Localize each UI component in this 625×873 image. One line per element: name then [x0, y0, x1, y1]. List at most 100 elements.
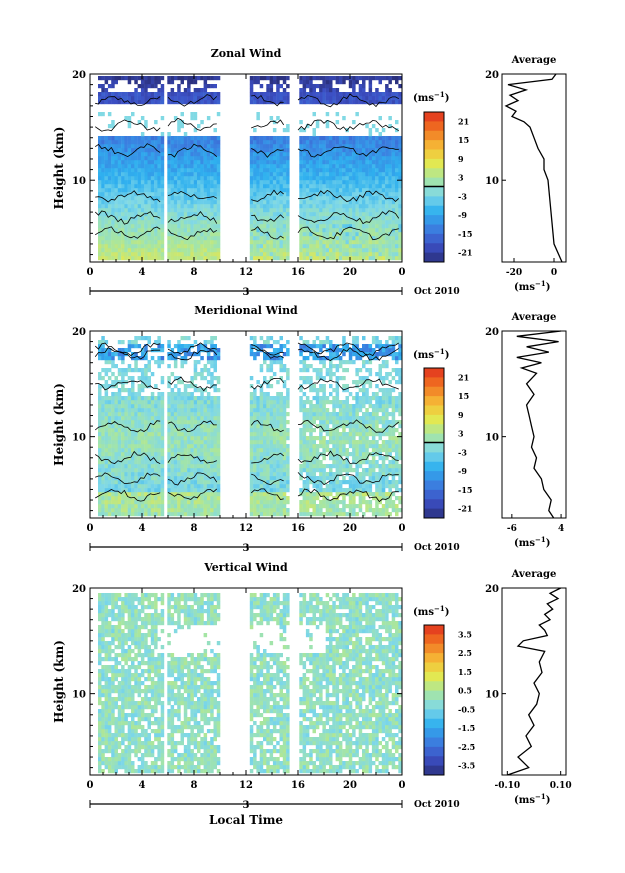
heatmap-cell	[371, 204, 376, 209]
heatmap-cell	[203, 152, 208, 157]
heatmap-cell	[111, 252, 115, 257]
heatmap-cell	[312, 92, 316, 97]
heatmap-cell	[154, 236, 158, 241]
heatmap-cell	[302, 172, 307, 177]
heatmap-cell	[216, 512, 221, 517]
heatmap-cell	[137, 428, 142, 433]
heatmap-cell	[368, 180, 373, 185]
heatmap-cell	[203, 496, 208, 501]
heatmap-cell	[170, 428, 175, 433]
heatmap-cell	[352, 248, 356, 253]
heatmap-cell	[170, 220, 175, 225]
heatmap-cell	[107, 448, 112, 453]
heatmap-cell	[249, 392, 254, 397]
heatmap-cell	[332, 256, 336, 261]
heatmap-cell	[319, 88, 323, 93]
heatmap-cell	[391, 252, 396, 257]
heatmap-cell	[167, 400, 171, 405]
heatmap-cell	[263, 484, 267, 489]
heatmap-cell	[160, 412, 165, 417]
heatmap-cell	[385, 144, 389, 149]
heatmap-cell	[140, 352, 145, 357]
heatmap-cell	[286, 412, 290, 417]
heatmap-cell	[137, 492, 142, 497]
heatmap-cell	[107, 396, 112, 401]
heatmap-cell	[167, 340, 171, 345]
heatmap-cell	[319, 176, 323, 181]
heatmap-cell	[338, 244, 343, 249]
heatmap-cell	[160, 428, 165, 433]
heatmap-cell	[398, 100, 402, 105]
heatmap-cell	[322, 180, 326, 185]
heatmap-cell	[365, 156, 369, 161]
heatmap-cell	[134, 404, 138, 409]
heatmap-cell	[104, 200, 109, 205]
heatmap-cell	[368, 216, 373, 221]
heatmap-cell	[335, 252, 340, 257]
heatmap-cell	[193, 352, 198, 357]
heatmap-cell	[342, 172, 346, 177]
heatmap-cell	[249, 160, 254, 165]
heatmap-cell	[150, 172, 155, 177]
heatmap-cell	[124, 164, 128, 169]
heatmap-cell	[157, 204, 161, 209]
heatmap-cell	[121, 476, 125, 481]
heatmap-cell	[197, 480, 201, 485]
heatmap-cell	[170, 164, 175, 169]
heatmap-cell	[114, 140, 118, 145]
heatmap-cell	[388, 236, 392, 241]
heatmap-cell	[286, 216, 290, 221]
heatmap-cell	[147, 228, 151, 233]
heatmap-cell	[249, 244, 254, 249]
heatmap-cell	[210, 448, 214, 453]
heatmap-cell	[381, 96, 386, 101]
heatmap-cell	[117, 176, 122, 181]
heatmap-cell	[124, 388, 128, 393]
heatmap-cell	[263, 344, 267, 349]
heatmap-cell	[170, 188, 175, 193]
heatmap-cell	[193, 128, 198, 133]
heatmap-cell	[371, 252, 376, 257]
heatmap-cell	[256, 236, 260, 241]
heatmap-cell	[193, 508, 198, 513]
heatmap-cell	[104, 240, 109, 245]
heatmap-cell	[329, 248, 333, 253]
heatmap-cell	[131, 508, 135, 513]
heatmap-cell	[358, 84, 363, 89]
heatmap-cell	[305, 84, 310, 89]
heatmap-cell	[272, 100, 277, 105]
heatmap-cell	[140, 432, 145, 437]
heatmap-cell	[266, 336, 270, 341]
heatmap-cell	[259, 216, 264, 221]
heatmap-cell	[365, 152, 369, 157]
heatmap-cell	[381, 196, 386, 201]
heatmap-cell	[279, 468, 283, 473]
heatmap-cell	[144, 168, 148, 173]
heatmap-cell	[276, 164, 280, 169]
heatmap-cell	[190, 412, 194, 417]
heatmap-cell	[329, 212, 333, 217]
heatmap-cell	[124, 148, 128, 153]
heatmap-cell	[216, 380, 221, 385]
heatmap-cell	[150, 432, 155, 437]
heatmap-cell	[213, 420, 217, 425]
heatmap-cell	[144, 412, 148, 417]
heatmap-cell	[140, 428, 145, 433]
heatmap-cell	[210, 152, 214, 157]
heatmap-cell	[134, 496, 138, 501]
heatmap-cell	[256, 496, 260, 501]
heatmap-cell	[210, 496, 214, 501]
heatmap-cell	[147, 80, 151, 85]
heatmap-cell	[203, 244, 208, 249]
heatmap-cell	[170, 452, 175, 457]
heatmap-cell	[266, 500, 270, 505]
heatmap-cell	[259, 96, 264, 101]
heatmap-cell	[256, 480, 260, 485]
heatmap-cell	[371, 164, 376, 169]
heatmap-cell	[249, 144, 254, 149]
heatmap-cell	[183, 220, 188, 225]
heatmap-cell	[183, 408, 188, 413]
heatmap-cell	[197, 436, 201, 441]
heatmap-cell	[345, 208, 349, 213]
heatmap-cell	[98, 96, 102, 101]
